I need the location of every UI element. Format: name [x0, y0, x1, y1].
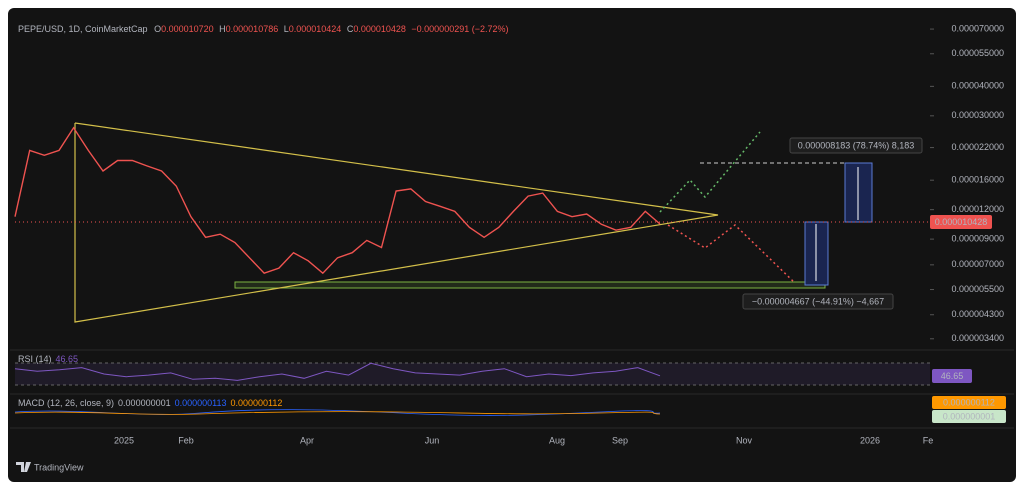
macd-tag: 0.000000112: [943, 397, 995, 407]
rsi-value: 46.65: [56, 354, 79, 364]
price-line-series: [14, 126, 661, 275]
y-tick-label: 0.000022000: [951, 142, 1004, 152]
x-tick-label: 2026: [860, 435, 880, 445]
rsi-header: RSI (14) 46.65: [18, 354, 78, 364]
high: 0.000010786: [226, 24, 279, 34]
hist-tag-box: [932, 410, 1006, 423]
header: PEPE/USD, 1D, CoinMarketCap O0.000010720…: [18, 24, 509, 34]
bear-projection: [667, 224, 796, 284]
rsi-line: [14, 362, 661, 381]
low: 0.000010424: [289, 24, 342, 34]
rsi-band: [15, 363, 930, 385]
downside-label-box: [742, 293, 894, 310]
y-tick-label: 0.000070000: [951, 23, 1004, 33]
support-zone: [234, 281, 826, 289]
symbol: PEPE/USD, 1D, CoinMarketCap: [18, 24, 148, 34]
low-label: L: [284, 24, 289, 34]
macd-label: MACD (12, 26, close, 9): [18, 398, 114, 408]
drawings: [15, 122, 930, 323]
x-tick-label: 2025: [114, 435, 134, 445]
y-tick-label: 0.000016000: [951, 175, 1004, 185]
logo: [16, 462, 31, 472]
macd-header: MACD (12, 26, close, 9) 0.000000001 0.0000…: [18, 398, 282, 408]
macd-line-value: 0.000000113: [175, 398, 227, 408]
x-tick-label: Aug: [549, 435, 565, 445]
macd-signal: [14, 411, 661, 415]
y-tick-label: 0.000030000: [951, 110, 1004, 120]
y-tick-label: 0.000004300: [951, 309, 1004, 319]
y-tick-label: 0.000040000: [951, 81, 1004, 91]
y-tick-label: 0.000003400: [951, 333, 1004, 343]
macd-hist: 0.000000001: [118, 398, 171, 408]
hist-tag: 0.000000001: [943, 411, 996, 421]
x-tick-label: Feb: [178, 435, 194, 445]
rsi-label: RSI (14): [18, 354, 52, 364]
rsi-tag: 46.65: [941, 371, 964, 381]
open-label: O: [154, 24, 161, 34]
close: 0.000010428: [353, 24, 406, 34]
close-label: C: [347, 24, 354, 34]
upside-label-box: [789, 137, 923, 154]
rsi-tag-box: [932, 369, 972, 383]
y-tick-label: 0.000055000: [951, 48, 1004, 58]
high-label: H: [219, 24, 226, 34]
upside-label: 0.000008183 (78.74%) 8,183: [798, 140, 915, 150]
bull-projection: [659, 131, 761, 213]
macd-tag-box: [932, 396, 1006, 409]
open: 0.000010720: [161, 24, 214, 34]
downside-label: −0.000004667 (−44.91%) −4,667: [752, 296, 884, 306]
x-tick-label: Sep: [612, 435, 628, 445]
x-tick-label: Apr: [300, 435, 314, 445]
x-tick-label: Nov: [736, 435, 753, 445]
y-tick-label: 0.000007000: [951, 259, 1004, 269]
brand: TradingView: [34, 462, 84, 472]
x-tick-label: Jun: [425, 435, 440, 445]
y-tick-label: 0.000012000: [951, 204, 1004, 214]
chart-panel: [8, 8, 1016, 482]
change: −0.000000291 (−2.72%): [411, 24, 508, 34]
y-tick-label: 0.000005500: [951, 284, 1004, 294]
price-tag-box: [930, 215, 992, 229]
macd-signal-value: 0.000000112: [231, 398, 283, 408]
y-tick-label: 0.000009000: [951, 233, 1004, 243]
x-tick-label: Fe: [923, 435, 934, 445]
price-tag: 0.000010428: [935, 217, 988, 227]
